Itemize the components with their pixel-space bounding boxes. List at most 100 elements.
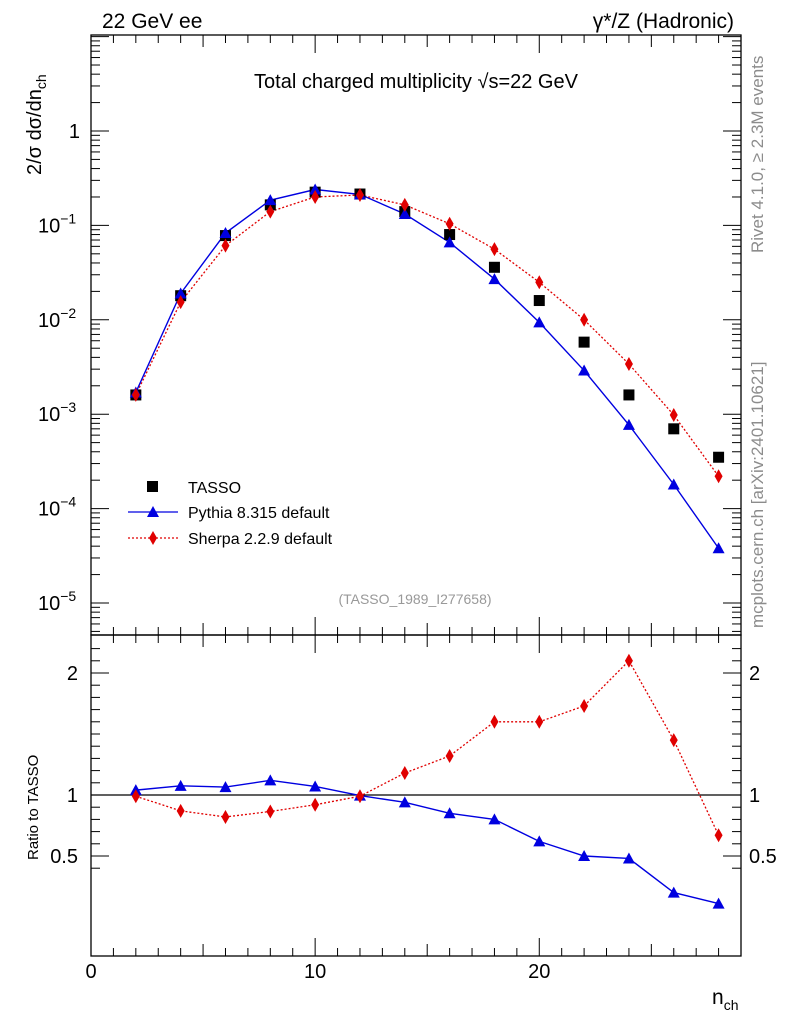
legend-label-tasso: TASSO [188,480,241,497]
sherpa-point [714,469,723,484]
legend-marker-pythia [147,506,159,517]
ratio-y-tick-label-right: 2 [749,663,760,685]
main-y-tick-label: 1 [69,121,80,143]
ratio-sherpa-point [669,733,678,748]
ratio-pythia-point [398,796,411,808]
pythia-point [398,208,411,220]
ratio-pythia-point [264,774,277,786]
ratio-sherpa-point [535,714,544,729]
header-left-label: 22 GeV ee [102,10,202,33]
tasso-point [668,423,680,435]
ratio-y-tick-label-left: 0.5 [50,846,78,868]
x-tick-label: 0 [85,961,96,983]
pythia-point [443,236,456,248]
ratio-sherpa-line [135,659,720,836]
side-label-mcplots: mcplots.cern.ch [arXiv:2401.10621] [748,362,767,628]
pythia-point [264,194,277,206]
ratio-sherpa-point [580,698,589,713]
legend-marker-tasso [147,481,158,492]
ratio-y-tick-label-right: 1 [749,785,760,807]
main-plot-title: Total charged multiplicity √s=22 GeV [254,71,579,93]
ratio-y-tick-label-left: 1 [67,785,78,807]
ratio-sherpa-point [490,714,499,729]
ratio-pythia-point [712,897,725,909]
header-right-label: γ*/Z (Hadronic) [593,10,734,33]
ratio-y-tick-label-left: 2 [67,663,78,685]
ratio-sherpa-point [311,797,320,812]
ratio-series-clip [129,653,725,909]
main-y-axis-label: 2/σ dσ/dnch [24,74,49,175]
ratio-pythia-point [622,852,635,864]
sherpa-point [131,387,140,402]
ratio-pythia-point [488,813,501,825]
pythia-point [578,364,591,376]
tasso-point [533,295,545,307]
ratio-sherpa-point [131,789,140,804]
pythia-point [712,542,725,554]
ratio-pythia-point [309,780,322,792]
pythia-point [219,227,232,239]
side-label-rivet: Rivet 4.1.0, ≥ 2.3M events [748,56,767,253]
pythia-point [174,287,187,299]
main-y-tick-label: 10−5 [38,588,76,615]
main-y-tick-label: 10−2 [38,305,76,332]
tasso-point [578,336,590,348]
main-y-tick-label: 10−1 [38,210,76,237]
ratio-pythia-point [443,807,456,819]
legend-marker-sherpa [149,531,157,545]
ratio-pythia-point [578,850,591,861]
ratio-pythia-point [533,835,546,847]
ratio-sherpa-point [355,789,364,804]
ratio-sherpa-point [400,766,409,781]
legend-label-sherpa: Sherpa 2.2.9 default [188,531,333,548]
legend-label-pythia: Pythia 8.315 default [188,505,330,522]
tasso-point [444,229,456,241]
pythia-point [533,316,546,328]
sherpa-point [400,197,409,212]
ratio-pythia-point [667,886,680,898]
sherpa-point [176,295,185,310]
sherpa-point [311,189,320,204]
main-series-group [129,183,725,554]
pythia-point [309,183,322,195]
ratio-sherpa-point [221,809,230,824]
main-axis-ticks: 10−5 10−4 10−3 10−2 10−1 1 [38,35,742,635]
pythia-point [622,418,635,430]
sherpa-point [624,357,633,372]
pythia-point [488,273,501,285]
tasso-point [713,451,725,463]
ratio-sherpa-point [714,828,723,843]
tasso-point [488,261,500,273]
pythia-line [135,188,720,549]
sherpa-point [490,242,499,257]
ratio-y-tick-label-right: 0.5 [749,846,777,868]
ratio-pythia-point [174,779,187,791]
ratio-sherpa-point [624,653,633,668]
ratio-pythia-point [219,781,232,793]
x-axis-label: nch [712,986,738,1013]
main-y-tick-label: 10−4 [38,494,76,521]
reference-label: (TASSO_1989_I277658) [338,591,491,607]
sherpa-point [445,216,454,231]
ratio-y-axis-label: Ratio to TASSO [25,755,42,860]
ratio-sherpa-point [445,748,454,763]
ratio-sherpa-point [176,803,185,818]
sherpa-point [221,238,230,253]
x-tick-label: 10 [304,961,326,983]
legend: TASSO Pythia 8.315 default Sherpa 2.2.9 … [128,480,333,548]
ratio-sherpa-point [266,804,275,819]
sherpa-line [135,194,720,477]
sherpa-point [355,187,364,202]
sherpa-point [535,275,544,290]
pythia-point [667,478,680,490]
sherpa-point [580,312,589,327]
ratio-pythia-line [135,779,719,905]
sherpa-point [669,408,678,423]
x-tick-label: 20 [528,961,550,983]
main-y-tick-label: 10−3 [38,399,76,426]
tasso-point [623,389,635,401]
sherpa-point [266,204,275,219]
ratio-axis-ticks: 0.5 0.51 12 20 10 20 [50,635,777,983]
